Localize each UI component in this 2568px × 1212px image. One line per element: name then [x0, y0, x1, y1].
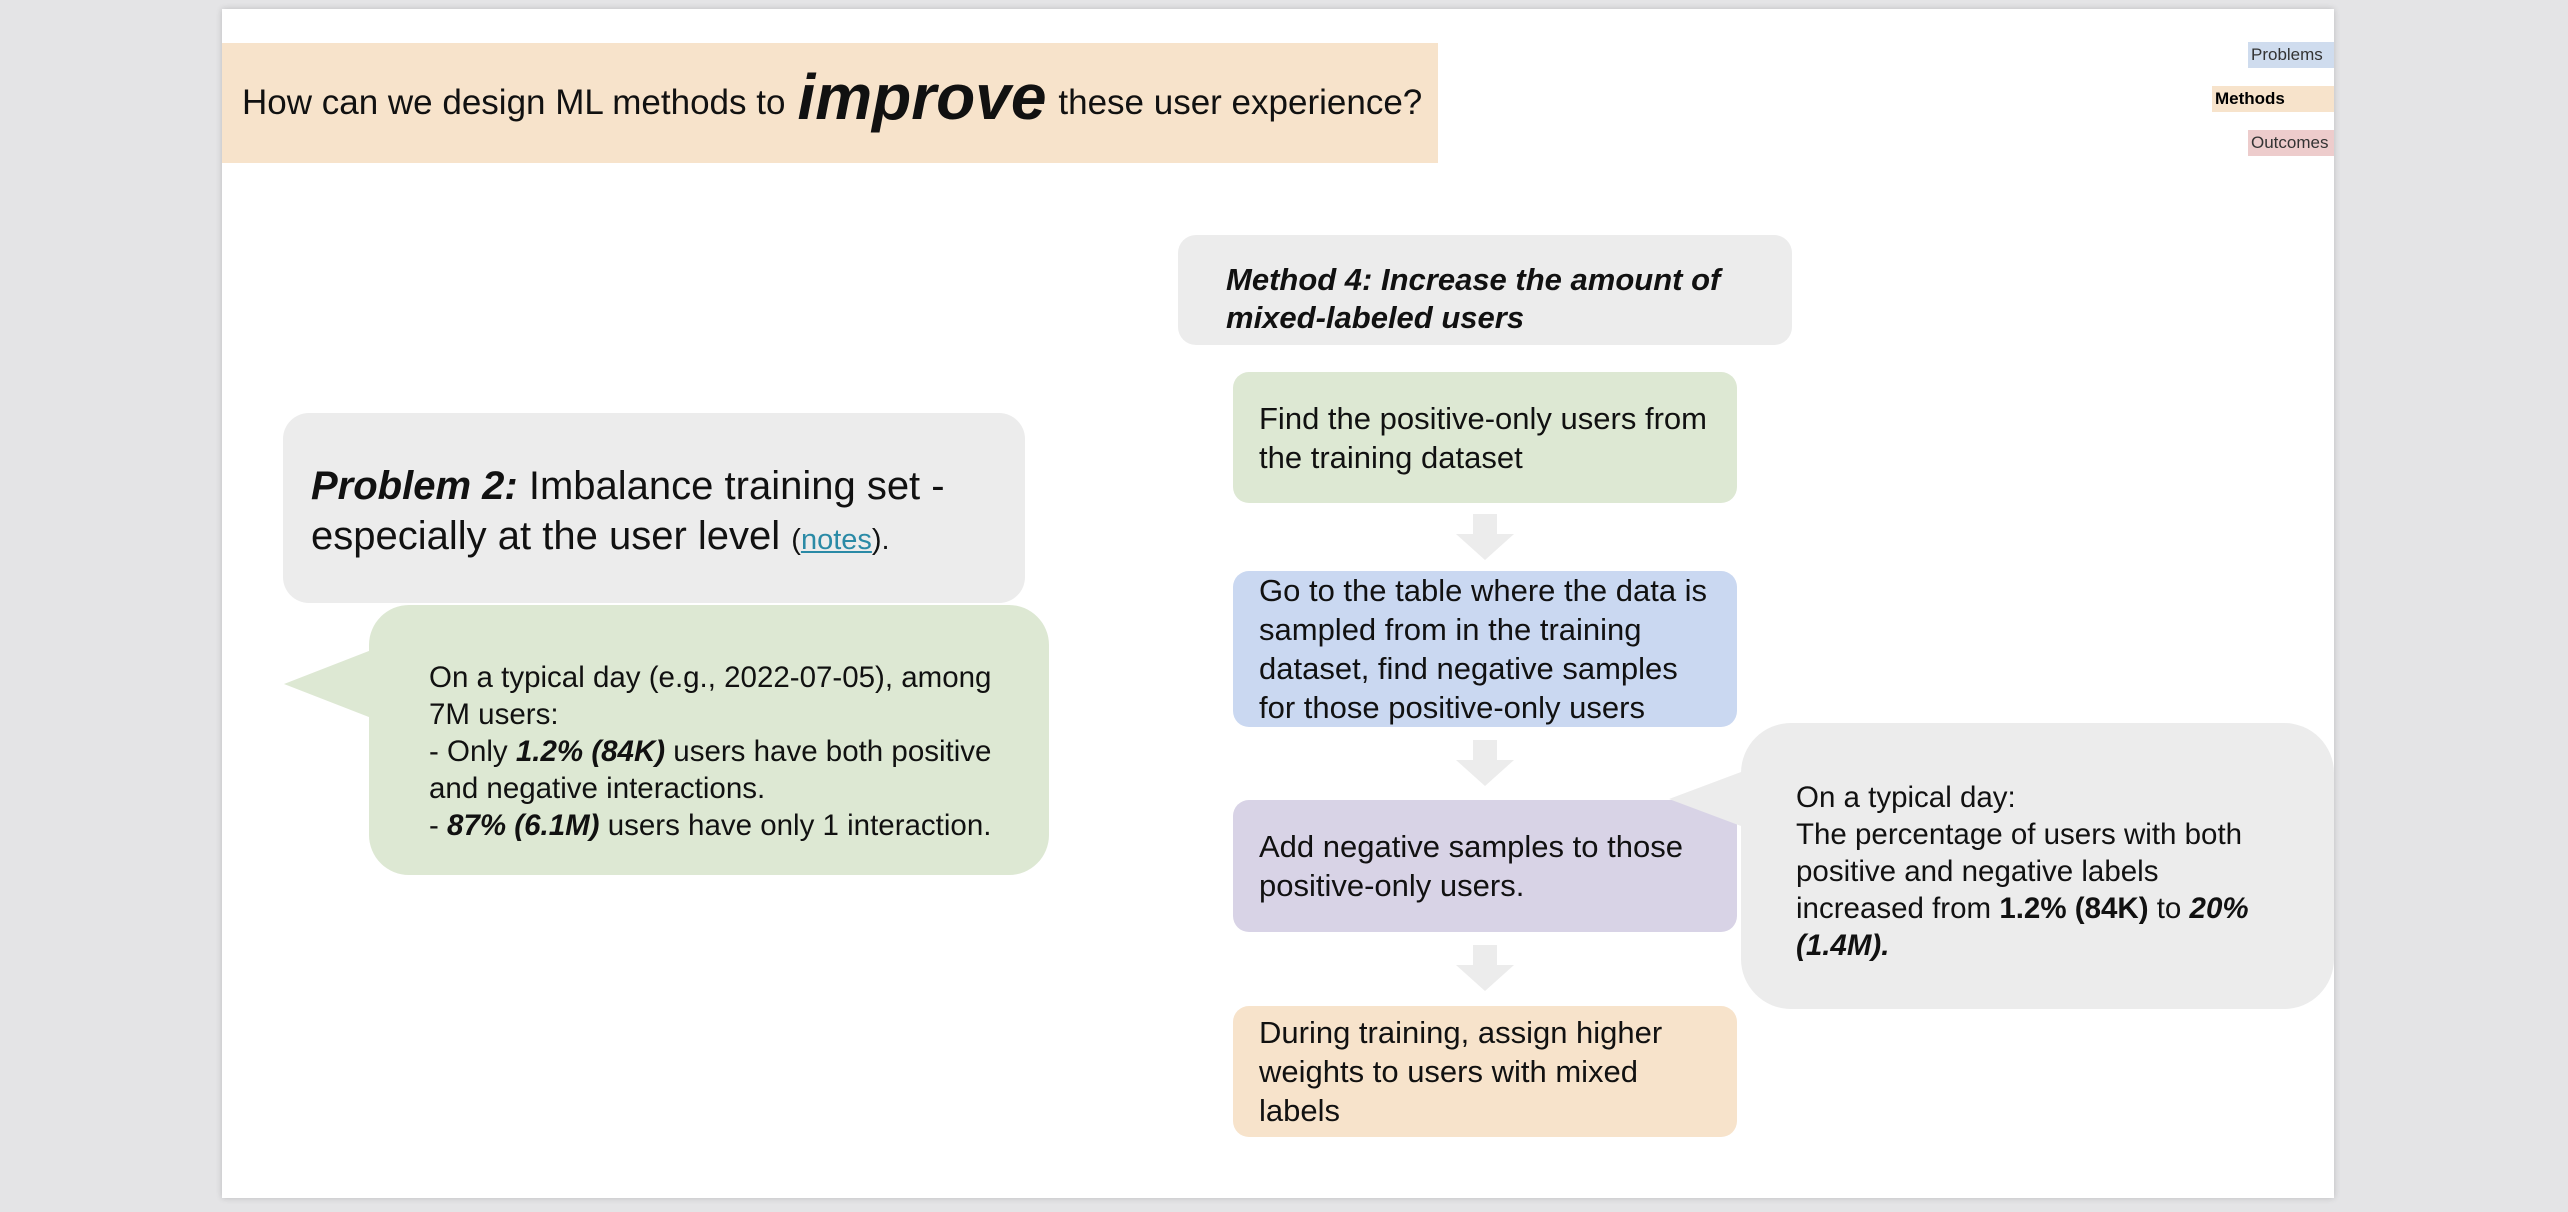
- problem-callout: On a typical day (e.g., 2022-07-05), amo…: [369, 605, 1049, 875]
- problem-box: Problem 2: Imbalance training set - espe…: [283, 413, 1025, 603]
- item2-prefix: -: [429, 809, 439, 842]
- down-arrow-icon: [1456, 740, 1514, 786]
- method-step-1: Find the positive-only users from the tr…: [1233, 372, 1737, 503]
- item1-suffix: users have both positive and negative in…: [429, 735, 992, 805]
- nav-tab-problems[interactable]: Problems: [2248, 42, 2334, 68]
- item2-suffix: users have only 1 interaction.: [607, 809, 992, 842]
- slide: How can we design ML methods to improve …: [222, 9, 2334, 1198]
- notes-wrapper: (notes).: [791, 524, 889, 556]
- step-4-text: During training, assign higher weights t…: [1259, 1015, 1663, 1128]
- problem-callout-item-2: - 87% (6.1M) users have only 1 interacti…: [429, 807, 1009, 844]
- title-text-after: these user experience?: [1058, 83, 1423, 122]
- method-step-3: Add negative samples to those positive-o…: [1233, 800, 1737, 932]
- title-text-before: How can we design ML methods to: [242, 83, 786, 122]
- problem-label: Problem 2:: [311, 464, 518, 508]
- problem-callout-item-1: - Only 1.2% (84K) users have both positi…: [429, 733, 1009, 807]
- outcome-intro: On a typical day:: [1796, 781, 2016, 814]
- down-arrow-icon: [1456, 514, 1514, 560]
- title-banner: How can we design ML methods to improve …: [222, 43, 1438, 163]
- item1-value: 1.2% (84K): [515, 735, 666, 768]
- step-1-text: Find the positive-only users from the tr…: [1259, 400, 1707, 475]
- problem-callout-intro: On a typical day (e.g., 2022-07-05), amo…: [429, 661, 992, 731]
- notes-open-paren: (: [791, 524, 801, 556]
- notes-link[interactable]: notes: [800, 524, 872, 556]
- outcome-to-value: 20% (1.4M).: [1796, 892, 2249, 962]
- outcome-callout: On a typical day: The percentage of user…: [1741, 723, 2334, 1009]
- step-2-text: Go to the table where the data is sample…: [1259, 573, 1708, 725]
- down-arrow-icon: [1456, 945, 1514, 991]
- problem-callout-tail: [284, 649, 374, 719]
- outcome-to-word: to: [2156, 892, 2182, 925]
- method-title: Method 4: Increase the amount of mixed-l…: [1178, 235, 1792, 345]
- item1-prefix: - Only: [429, 735, 508, 768]
- outcome-body: The percentage of users with both positi…: [1796, 816, 2284, 964]
- outcome-text: The percentage of users with both positi…: [1796, 818, 2243, 925]
- method-step-4: During training, assign higher weights t…: [1233, 1006, 1737, 1137]
- nav-tab-methods[interactable]: Methods: [2212, 86, 2334, 112]
- notes-close-paren: ).: [871, 524, 890, 556]
- outcome-callout-tail: [1669, 769, 1749, 829]
- step-3-text: Add negative samples to those positive-o…: [1259, 829, 1683, 903]
- nav-tab-outcomes[interactable]: Outcomes: [2248, 130, 2334, 156]
- title-emphasis: improve: [797, 61, 1047, 133]
- outcome-from-value: 1.2% (84K): [1999, 892, 2149, 925]
- method-step-2: Go to the table where the data is sample…: [1233, 571, 1737, 727]
- item2-value: 87% (6.1M): [447, 809, 600, 842]
- problem-text: Imbalance training set - especially at t…: [311, 464, 945, 558]
